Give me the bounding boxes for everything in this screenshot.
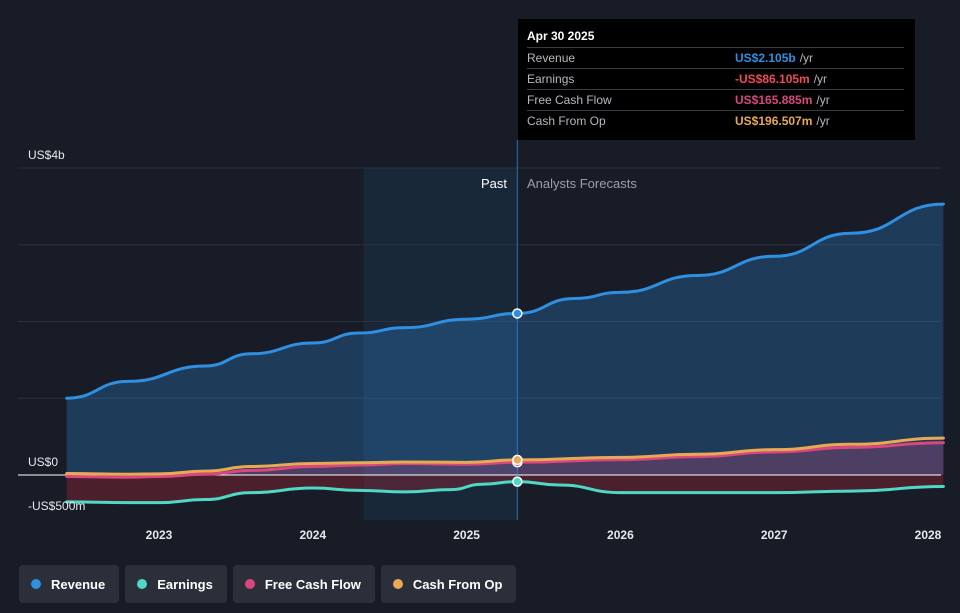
revenue-marker bbox=[512, 308, 523, 319]
y-axis-labels: US$4b US$0 -US$500m bbox=[28, 148, 85, 513]
legend-label: Revenue bbox=[51, 576, 106, 592]
tooltip-row-cash-from-op: Cash From Op US$196.507m /yr bbox=[527, 110, 904, 131]
x-tick-label: 2026 bbox=[607, 528, 634, 542]
forecast-label: Analysts Forecasts bbox=[527, 176, 637, 191]
x-tick-label: 2027 bbox=[761, 528, 788, 542]
x-tick-label: 2028 bbox=[915, 528, 942, 542]
tooltip-date: Apr 30 2025 bbox=[527, 29, 595, 43]
x-tick-label: 2023 bbox=[146, 528, 173, 542]
tooltip-row-free-cash-flow: Free Cash Flow US$165.885m /yr bbox=[527, 89, 904, 110]
legend-label: Earnings bbox=[157, 576, 213, 592]
revenue-line bbox=[65, 202, 945, 400]
tooltip-unit: /yr bbox=[816, 114, 830, 128]
legend-item-free-cash-flow[interactable]: Free Cash Flow bbox=[232, 565, 375, 603]
legend-label: Free Cash Flow bbox=[264, 576, 361, 592]
legend: Revenue Earnings Free Cash Flow Cash Fro… bbox=[19, 565, 517, 603]
legend-label: Cash From Op bbox=[412, 576, 503, 592]
tooltip: Apr 30 2025 Revenue US$2.105b /yr Earnin… bbox=[518, 19, 915, 140]
tooltip-value: US$196.507m bbox=[735, 114, 813, 128]
grid-lines bbox=[18, 167, 941, 399]
series-lines bbox=[65, 202, 945, 505]
tooltip-unit: /yr bbox=[816, 93, 830, 107]
tooltip-label: Cash From Op bbox=[527, 114, 606, 128]
x-tick-label: 2024 bbox=[299, 528, 326, 542]
cash-from-op-marker bbox=[512, 454, 523, 466]
series-markers bbox=[512, 308, 523, 487]
tooltip-label: Earnings bbox=[527, 72, 575, 86]
legend-dot-icon bbox=[392, 579, 403, 589]
legend-item-revenue[interactable]: Revenue bbox=[19, 565, 120, 603]
tooltip-value: US$2.105b bbox=[735, 51, 796, 65]
legend-dot-icon bbox=[31, 579, 41, 589]
cash-from-op-line bbox=[65, 436, 945, 476]
tooltip-label: Free Cash Flow bbox=[527, 93, 612, 107]
y-tick-label-negative: -US$500m bbox=[28, 499, 85, 513]
tooltip-unit: /yr bbox=[799, 51, 814, 65]
free-cash-flow-line bbox=[65, 441, 945, 479]
earnings-line bbox=[65, 480, 945, 505]
tooltip-value: US$165.885m bbox=[735, 93, 813, 107]
y-tick-label-zero: US$0 bbox=[28, 455, 58, 469]
tooltip-unit: /yr bbox=[813, 72, 828, 86]
y-tick-label-top: US$4b bbox=[28, 148, 65, 162]
earnings-area bbox=[66, 475, 944, 503]
legend-item-earnings[interactable]: Earnings bbox=[125, 565, 227, 603]
x-axis-labels: 2023 2024 2025 2026 2027 2028 bbox=[146, 528, 942, 542]
tooltip-row-earnings: Earnings -US$86.105m /yr bbox=[527, 68, 904, 89]
tooltip-row-revenue: Revenue US$2.105b /yr bbox=[527, 47, 904, 68]
earnings-marker bbox=[512, 476, 523, 487]
tooltip-label: Revenue bbox=[527, 51, 576, 65]
tooltip-value: -US$86.105m bbox=[735, 72, 810, 86]
x-tick-label: 2025 bbox=[453, 528, 480, 542]
legend-dot-icon bbox=[137, 579, 148, 589]
legend-item-cash-from-op[interactable]: Cash From Op bbox=[380, 565, 517, 603]
legend-dot-icon bbox=[244, 579, 255, 589]
past-label: Past bbox=[481, 176, 508, 191]
